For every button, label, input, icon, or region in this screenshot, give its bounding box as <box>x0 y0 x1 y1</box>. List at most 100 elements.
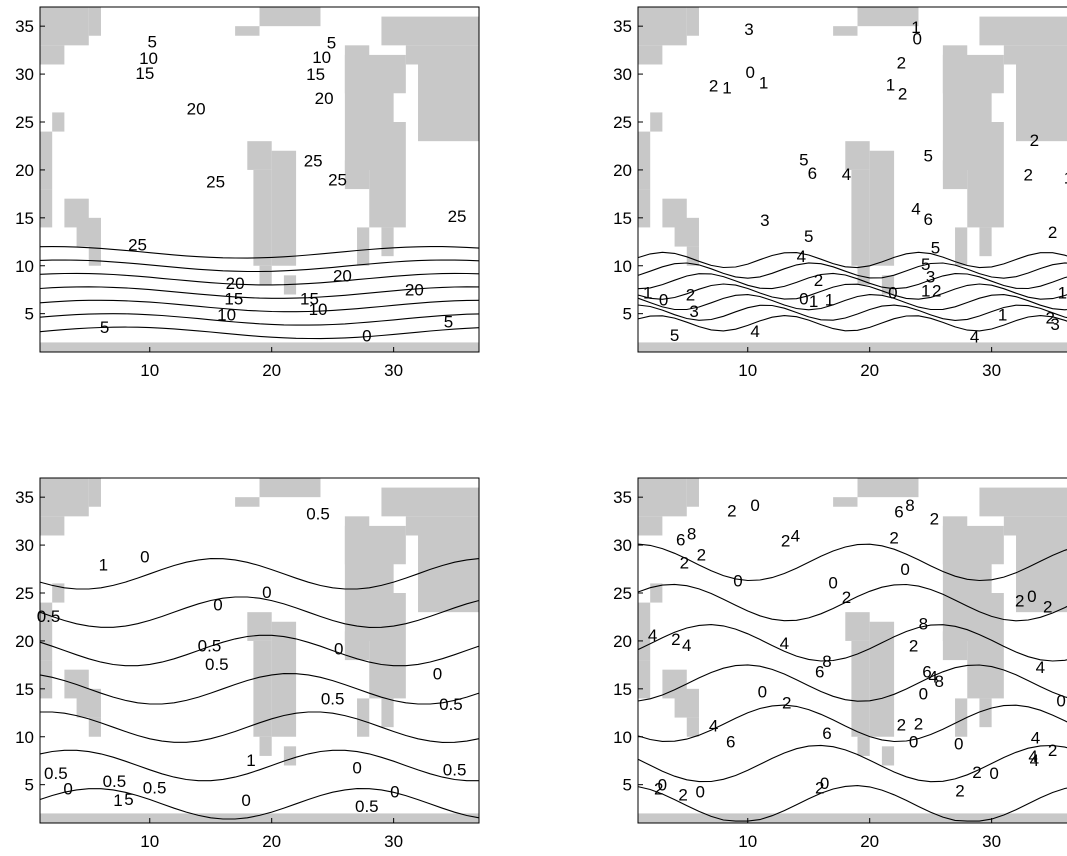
contour-label: 15 <box>300 289 319 308</box>
contour-label: 0 <box>63 780 72 799</box>
x-tick-label: 30 <box>982 361 1001 380</box>
land-mask-cell <box>638 45 663 65</box>
contour-label: 0 <box>750 496 759 515</box>
contour-line <box>39 259 480 273</box>
y-tick-label: 5 <box>25 776 34 795</box>
land-mask-cell <box>40 516 65 536</box>
contour-label: 8 <box>905 496 914 515</box>
x-tick-label: 20 <box>860 361 879 380</box>
contour-label: 2 <box>897 715 906 734</box>
contour-line <box>637 272 1067 290</box>
contour-line <box>39 558 480 590</box>
contour-label: 0.5 <box>103 772 127 791</box>
contour-label: 1 <box>911 18 920 37</box>
contour-line <box>39 272 480 286</box>
contour-line <box>39 634 480 667</box>
y-tick-label: 25 <box>15 113 34 132</box>
contour-label: 2 <box>1030 131 1039 150</box>
x-tick-label: 30 <box>384 832 403 851</box>
contour-line <box>637 294 1067 311</box>
contour-label: 0 <box>733 572 742 591</box>
contour-label: 25 <box>448 207 467 226</box>
y-tick-label: 35 <box>15 488 34 507</box>
contour-line <box>637 283 1067 300</box>
contour-line <box>39 313 480 326</box>
contour-label: 2 <box>671 630 680 649</box>
contour-line <box>637 315 1067 332</box>
x-tick-label: 10 <box>738 361 757 380</box>
contour-label: 0.5 <box>439 695 463 714</box>
y-tick-label: 10 <box>15 257 34 276</box>
contour-label: 5 <box>670 326 679 345</box>
contour-label: 0 <box>909 733 918 752</box>
contour-line <box>39 788 480 820</box>
land-mask-cell <box>344 45 370 65</box>
contour-label: 15 <box>224 289 243 308</box>
contour-label: 0.5 <box>44 764 68 783</box>
contour-label: 0 <box>913 30 922 49</box>
contour-label: 0 <box>745 63 754 82</box>
land-mask-cell <box>88 246 101 266</box>
land-mask-cell <box>381 487 479 517</box>
contour-line <box>637 543 1067 582</box>
contour-label: 0 <box>140 548 149 567</box>
land-mask-cell <box>283 746 297 766</box>
land-mask-cell <box>979 227 992 257</box>
contour-label: 2 <box>654 780 663 799</box>
land-mask-cell <box>40 45 65 65</box>
contour-line <box>39 286 480 299</box>
contour-label: 2 <box>1023 166 1032 185</box>
land-mask-cell <box>638 660 651 699</box>
contour-label: 4 <box>780 634 789 653</box>
contour-label: 0.5 <box>198 637 222 656</box>
land-mask-cell <box>88 478 101 507</box>
contour-label: 2 <box>782 693 791 712</box>
contour-label: 0.5 <box>306 504 330 523</box>
contour-label: 2 <box>814 271 823 290</box>
contour-line <box>40 711 480 743</box>
land-mask-cell <box>638 7 687 46</box>
land-mask-cell <box>369 122 406 228</box>
contour-label: 0 <box>362 327 371 346</box>
contour-label: 2 <box>909 637 918 656</box>
contour-label: 5 <box>931 239 940 258</box>
land-mask-cell <box>271 150 297 266</box>
land-mask-cell <box>851 169 870 266</box>
contour-label: 2 <box>1043 597 1052 616</box>
contour-label: 6 <box>808 164 817 183</box>
contour-label: 20 <box>405 281 424 300</box>
contour-label: 1 <box>643 284 652 303</box>
contour-label: 3 <box>689 302 698 321</box>
contour-label: 1 <box>809 292 818 311</box>
land-mask-cell <box>638 189 651 228</box>
contour-label: 5 <box>799 150 808 169</box>
land-mask-cell <box>235 26 260 36</box>
y-tick-label: 20 <box>613 632 632 651</box>
contour-label: 0 <box>799 289 808 308</box>
contour-label: 5 <box>100 318 109 337</box>
contour-label: 2 <box>678 785 687 804</box>
contour-label: 0 <box>658 776 667 795</box>
contour-label: 2 <box>889 528 898 547</box>
contour-label: 2 <box>914 714 923 733</box>
contour-label: 1 <box>886 76 895 95</box>
land-mask-cell <box>942 516 968 536</box>
y-tick-label: 10 <box>15 728 34 747</box>
contour-label: 6 <box>676 530 685 549</box>
plot-frame <box>637 6 1067 353</box>
x-tick-label: 20 <box>262 832 281 851</box>
x-tick-label: 10 <box>140 361 159 380</box>
y-tick-label: 30 <box>613 536 632 555</box>
land-mask-cell <box>40 478 89 517</box>
land-mask-cell <box>76 217 101 247</box>
contour-label: 2 <box>930 509 939 528</box>
contour-label: 10 <box>309 300 328 319</box>
contour-line <box>637 744 1067 783</box>
land-mask-cell <box>881 746 895 766</box>
y-tick-label: 10 <box>613 728 632 747</box>
contour-label: 0 <box>820 774 829 793</box>
contour-label: 20 <box>226 274 245 293</box>
land-mask-cell <box>979 487 1067 517</box>
land-mask-cell <box>833 26 858 36</box>
